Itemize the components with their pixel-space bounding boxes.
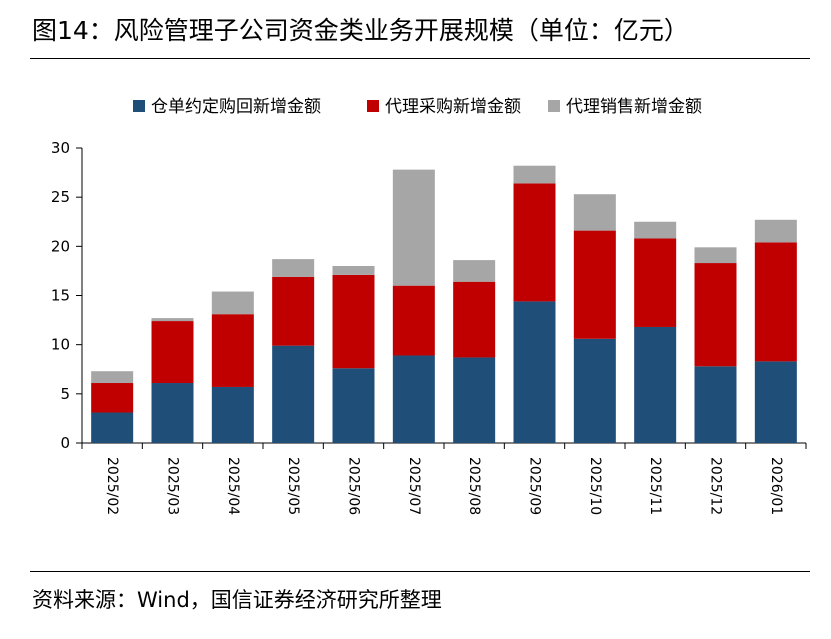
- legend-label-3: 代理销售新增金额: [566, 97, 702, 117]
- x-category-label: 2025/07: [406, 457, 422, 515]
- x-category-label: 2025/10: [587, 457, 603, 515]
- bar-segment-3: [573, 194, 616, 231]
- bar-segment-2: [634, 238, 677, 327]
- bar-segment-1: [332, 368, 375, 443]
- bar-segment-3: [513, 165, 556, 184]
- y-tick-label: 30: [51, 139, 70, 157]
- bar-segment-1: [513, 301, 556, 443]
- y-tick-label: 15: [51, 287, 70, 305]
- bar-segment-1: [694, 366, 737, 443]
- bar-segment-1: [272, 345, 315, 443]
- legend-label-1: 仓单约定购回新增金额: [151, 97, 321, 117]
- bar-segment-3: [332, 266, 375, 275]
- bar-segment-2: [453, 281, 496, 358]
- bar-segment-2: [573, 230, 616, 339]
- bar-segment-1: [453, 357, 496, 443]
- bar-segment-2: [211, 314, 254, 387]
- x-category-label: 2025/03: [165, 457, 181, 515]
- y-tick-label: 5: [60, 385, 70, 403]
- title-divider: [30, 58, 810, 59]
- bar-segment-1: [573, 338, 616, 443]
- y-tick-label: 0: [60, 434, 70, 452]
- bar-segment-3: [453, 260, 496, 282]
- legend-swatch-3: [548, 100, 560, 112]
- source-divider: [30, 571, 810, 572]
- bar-segment-1: [392, 355, 435, 443]
- bar-segment-2: [332, 274, 375, 369]
- y-tick-label: 25: [51, 188, 70, 206]
- bar-segment-3: [272, 259, 315, 277]
- bar-segment-1: [151, 383, 194, 443]
- bar-segment-2: [151, 321, 194, 384]
- x-category-label: 2025/12: [708, 457, 724, 515]
- x-category-label: 2026/01: [768, 457, 784, 515]
- legend-label-2: 代理采购新增金额: [385, 97, 521, 117]
- bar-segment-3: [634, 221, 677, 239]
- bar-segment-1: [754, 361, 797, 443]
- bar-segment-2: [694, 263, 737, 367]
- bar-segment-3: [211, 291, 254, 315]
- y-tick-label: 10: [51, 336, 70, 354]
- x-category-label: 2025/04: [225, 457, 241, 515]
- chart-title: 图14：风险管理子公司资金类业务开展规模（单位：亿元）: [32, 16, 689, 45]
- x-category-label: 2025/06: [346, 457, 362, 515]
- legend-swatch-1: [133, 100, 145, 112]
- bar-segment-1: [211, 386, 254, 443]
- bar-segment-3: [91, 371, 134, 384]
- x-category-label: 2025/02: [104, 457, 120, 515]
- bar-segment-3: [392, 169, 435, 286]
- bar-segment-2: [513, 183, 556, 302]
- legend-swatch-2: [367, 100, 379, 112]
- bar-segment-1: [91, 412, 134, 443]
- x-category-label: 2025/08: [466, 457, 482, 515]
- bar-segment-3: [694, 247, 737, 264]
- x-category-label: 2025/11: [647, 457, 663, 515]
- x-category-label: 2025/09: [527, 457, 543, 515]
- bar-segment-3: [151, 318, 194, 322]
- bar-segment-2: [754, 242, 797, 362]
- bar-segment-2: [272, 276, 315, 346]
- bar-segment-1: [634, 326, 677, 443]
- bar-segment-2: [392, 285, 435, 356]
- bar-segment-2: [91, 383, 134, 413]
- source-note: 资料来源：Wind，国信证券经济研究所整理: [32, 588, 442, 612]
- stacked-bar-chart: 仓单约定购回新增金额 代理采购新增金额 代理销售新增金额 0 5 10 15 20 25 30 20…: [51, 97, 807, 515]
- bar-segment-3: [754, 219, 797, 243]
- y-tick-label: 20: [51, 237, 70, 255]
- x-category-label: 2025/05: [285, 457, 301, 515]
